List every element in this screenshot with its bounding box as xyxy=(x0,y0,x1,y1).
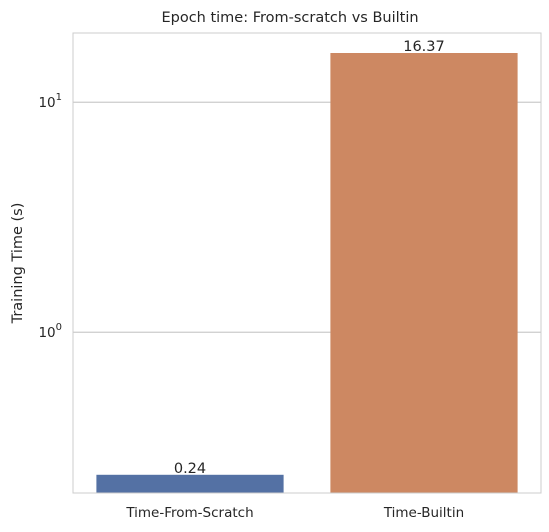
x-tick-label: Time-Builtin xyxy=(383,505,464,521)
y-tick-label: 101 xyxy=(38,92,62,111)
chart-title: Epoch time: From-scratch vs Builtin xyxy=(161,10,418,26)
bar xyxy=(330,53,517,493)
bar xyxy=(96,475,283,493)
bars xyxy=(96,53,517,493)
y-axis-ticks: 100 101 xyxy=(38,92,62,341)
bar-value-label: 16.37 xyxy=(403,39,445,55)
x-tick-label: Time-From-Scratch xyxy=(125,505,253,521)
y-axis-label: Training Time (s) xyxy=(10,203,26,325)
x-axis-ticks: Time-From-Scratch Time-Builtin xyxy=(125,505,464,521)
bar-value-label: 0.24 xyxy=(174,461,206,477)
y-tick-label: 100 xyxy=(38,322,62,341)
